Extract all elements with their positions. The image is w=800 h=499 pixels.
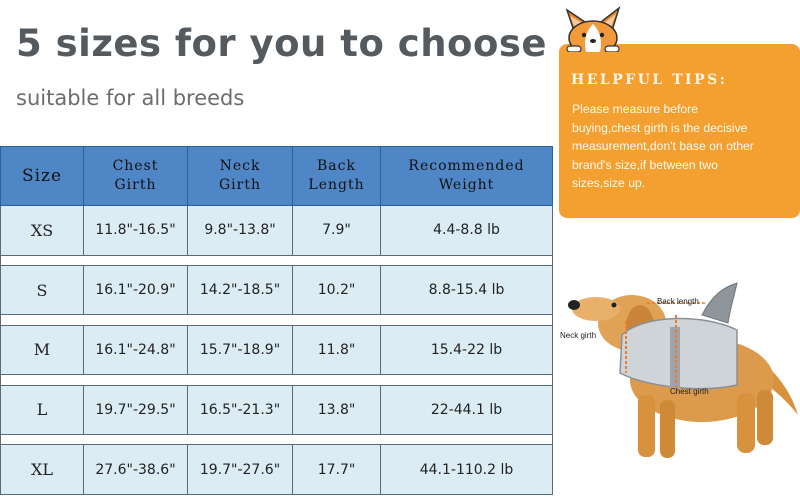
- size-cell: XL: [0, 444, 84, 495]
- back-length-label: Back length: [657, 297, 699, 306]
- weight-cell: 15.4-22 lb: [380, 324, 553, 376]
- back-length-cell: 10.2": [292, 264, 381, 316]
- tips-text: Please measure before buying,chest girth…: [572, 100, 794, 193]
- table-row: L 19.7"-29.5" 16.5"-21.3" 13.8" 22-44.1 …: [0, 384, 553, 436]
- chest-girth-cell: 19.7"-29.5": [83, 384, 188, 436]
- table-row: XL 27.6"-38.6" 19.7"-27.6" 17.7" 44.1-11…: [0, 444, 553, 495]
- tips-line: measurement,don't base on other: [572, 139, 754, 153]
- chest-girth-cell: 27.6"-38.6": [83, 444, 188, 495]
- chest-girth-cell: 11.8"-16.5": [83, 205, 188, 256]
- back-length-cell: 7.9": [292, 205, 381, 256]
- header-back-length: Back Length: [292, 146, 381, 206]
- neck-girth-cell: 14.2"-18.5": [187, 264, 293, 316]
- row-spacer: [0, 314, 553, 326]
- row-spacer: [0, 374, 553, 386]
- back-length-cell: 13.8": [292, 384, 381, 436]
- neck-girth-cell: 9.8"-13.8": [187, 205, 293, 256]
- tips-title: HELPFUL TIPS:: [571, 72, 728, 88]
- back-length-cell: 17.7": [292, 444, 381, 495]
- header-neck-girth: Neck Girth: [187, 146, 293, 206]
- header-chest-girth: Chest Girth: [83, 146, 188, 206]
- neck-girth-cell: 19.7"-27.6": [187, 444, 293, 495]
- helpful-tips-card: HELPFUL TIPS: Please measure before buyi…: [559, 44, 800, 218]
- chest-girth-cell: 16.1"-24.8": [83, 324, 188, 376]
- size-cell: L: [0, 384, 84, 436]
- dog-life-jacket-image: Back length Neck girth Chest girth: [552, 275, 800, 495]
- chest-girth-label: Chest girth: [670, 387, 709, 396]
- corgi-mascot-icon: [565, 5, 621, 52]
- size-cell: XS: [0, 205, 84, 256]
- weight-cell: 8.8-15.4 lb: [380, 264, 553, 316]
- neck-girth-cell: 15.7"-18.9": [187, 324, 293, 376]
- neck-girth-cell: 16.5"-21.3": [187, 384, 293, 436]
- size-cell: S: [0, 264, 84, 316]
- size-cell: M: [0, 324, 84, 376]
- page-subtitle: suitable for all breeds: [16, 86, 245, 110]
- neck-girth-label: Neck girth: [560, 331, 597, 340]
- row-spacer: [0, 254, 553, 266]
- row-spacer: [0, 434, 553, 446]
- page-title: 5 sizes for you to choose: [16, 22, 547, 65]
- weight-cell: 4.4-8.8 lb: [380, 205, 553, 256]
- size-chart-table: Size Chest Girth Neck Girth Back Length Rec…: [0, 146, 553, 495]
- back-length-cell: 11.8": [292, 324, 381, 376]
- header-size: Size: [0, 146, 84, 206]
- table-row: M 16.1"-24.8" 15.7"-18.9" 11.8" 15.4-22 …: [0, 324, 553, 376]
- chest-girth-cell: 16.1"-20.9": [83, 264, 188, 316]
- dog-illustration: [568, 282, 798, 458]
- tips-line: buying,chest girth is the decisive: [572, 120, 748, 135]
- table-row: S 16.1"-20.9" 14.2"-18.5" 10.2" 8.8-15.4…: [0, 264, 553, 316]
- tips-line: sizes,size up.: [572, 176, 646, 190]
- table-header-row: Size Chest Girth Neck Girth Back Length Rec…: [0, 146, 553, 206]
- weight-cell: 44.1-110.2 lb: [380, 444, 553, 495]
- table-row: XS 11.8"-16.5" 9.8"-13.8" 7.9" 4.4-8.8 l…: [0, 205, 553, 256]
- tips-line: Please measure before: [572, 102, 699, 116]
- weight-cell: 22-44.1 lb: [380, 384, 553, 436]
- header-recommended-weight: Recommended Weight: [380, 146, 553, 206]
- tips-line: brand's size,if between two: [572, 157, 718, 172]
